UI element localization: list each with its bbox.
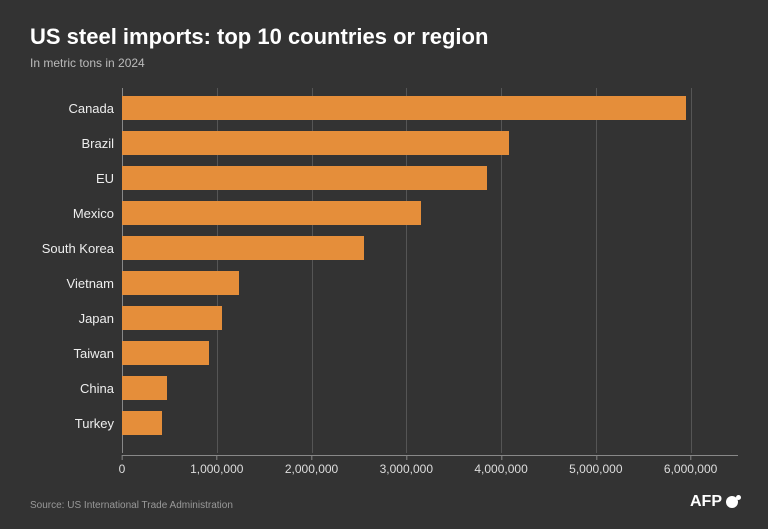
chart-subtitle: In metric tons in 2024 bbox=[30, 56, 738, 70]
bar-label: EU bbox=[30, 171, 122, 186]
bar bbox=[122, 341, 209, 365]
x-tick: 6,000,000 bbox=[664, 456, 717, 476]
bar-row: Mexico bbox=[122, 201, 421, 225]
bar bbox=[122, 96, 686, 120]
x-tick: 0 bbox=[119, 456, 126, 476]
source-text: Source: US International Trade Administr… bbox=[30, 500, 233, 511]
bar-label: South Korea bbox=[30, 241, 122, 256]
bar-label: Canada bbox=[30, 101, 122, 116]
bar bbox=[122, 271, 239, 295]
bar-label: China bbox=[30, 381, 122, 396]
bar bbox=[122, 166, 487, 190]
bar-row: Turkey bbox=[122, 411, 162, 435]
logo-dot-icon bbox=[726, 496, 738, 508]
bar-row: China bbox=[122, 376, 167, 400]
afp-logo: AFP bbox=[690, 493, 738, 511]
bar-row: Canada bbox=[122, 96, 686, 120]
bar-row: Taiwan bbox=[122, 341, 209, 365]
bar-row: Vietnam bbox=[122, 271, 239, 295]
bar-label: Brazil bbox=[30, 136, 122, 151]
x-tick: 4,000,000 bbox=[474, 456, 527, 476]
bar-row: Brazil bbox=[122, 131, 509, 155]
bar bbox=[122, 131, 509, 155]
plot-region: Canada Brazil EU Mexico South Korea Vietnam Ja… bbox=[122, 88, 738, 453]
x-axis: 0 1,000,000 2,000,000 3,000,000 4,000,000 5,0… bbox=[30, 455, 738, 483]
x-tick: 3,000,000 bbox=[380, 456, 433, 476]
bar-label: Japan bbox=[30, 311, 122, 326]
x-tick: 2,000,000 bbox=[285, 456, 338, 476]
bar-row: Japan bbox=[122, 306, 222, 330]
chart-title: US steel imports: top 10 countries or re… bbox=[30, 24, 738, 50]
bar-label: Taiwan bbox=[30, 346, 122, 361]
gridline bbox=[596, 88, 597, 453]
bar-row: EU bbox=[122, 166, 487, 190]
gridline bbox=[691, 88, 692, 453]
bar-row: South Korea bbox=[122, 236, 364, 260]
bar-label: Turkey bbox=[30, 416, 122, 431]
bar bbox=[122, 201, 421, 225]
x-tick: 1,000,000 bbox=[190, 456, 243, 476]
bar bbox=[122, 411, 162, 435]
chart-area: CanadaBrazilEUMexicoSouth KoreaVietnamJa… bbox=[30, 88, 738, 483]
logo-text: AFP bbox=[690, 493, 722, 511]
x-tick: 5,000,000 bbox=[569, 456, 622, 476]
bar-label: Mexico bbox=[30, 206, 122, 221]
bar bbox=[122, 306, 222, 330]
bar-label: Vietnam bbox=[30, 276, 122, 291]
bar bbox=[122, 236, 364, 260]
bar bbox=[122, 376, 167, 400]
